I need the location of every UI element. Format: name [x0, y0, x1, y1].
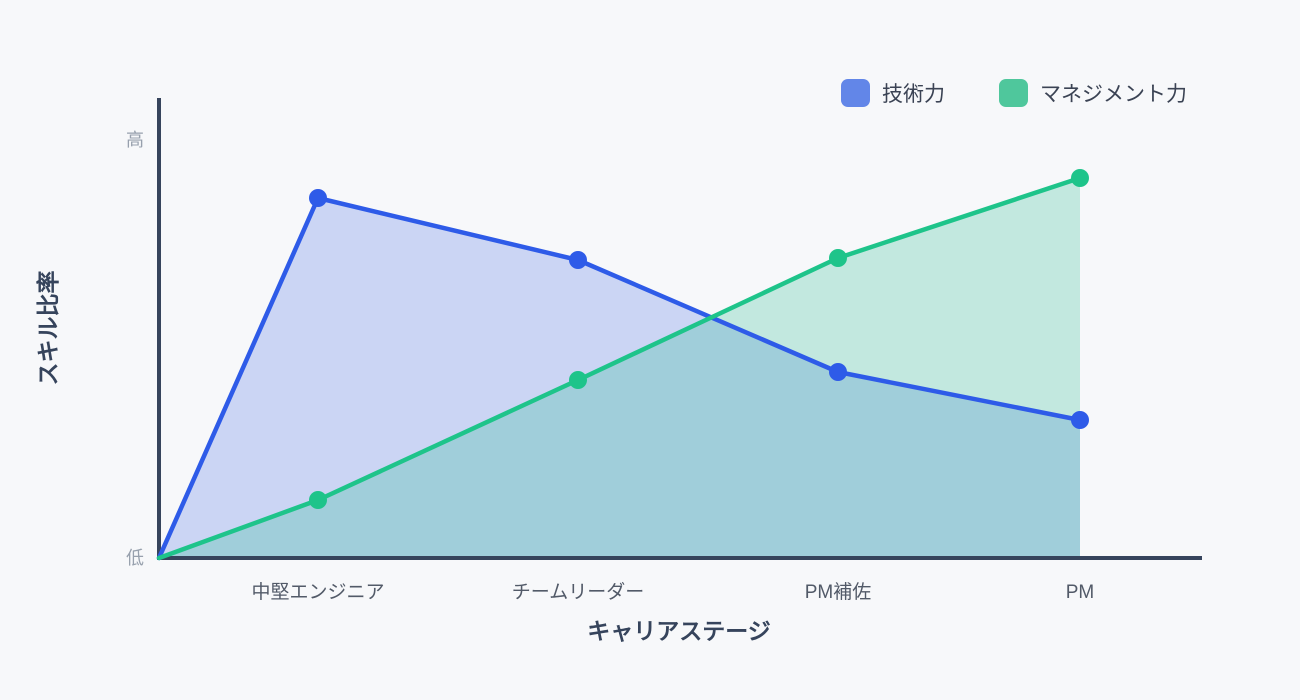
- svg-text:PM: PM: [1066, 582, 1095, 603]
- svg-text:スキル比率: スキル比率: [35, 271, 61, 386]
- svg-text:技術力: 技術力: [882, 83, 945, 106]
- svg-text:チームリーダー: チームリーダー: [512, 581, 644, 603]
- svg-text:マネジメント力: マネジメント力: [1040, 83, 1187, 106]
- svg-text:中堅エンジニア: 中堅エンジニア: [251, 581, 384, 603]
- svg-text:キャリアステージ: キャリアステージ: [587, 618, 771, 644]
- svg-text:PM補佐: PM補佐: [805, 581, 872, 603]
- svg-text:低: 低: [126, 548, 144, 568]
- svg-text:高: 高: [126, 130, 144, 150]
